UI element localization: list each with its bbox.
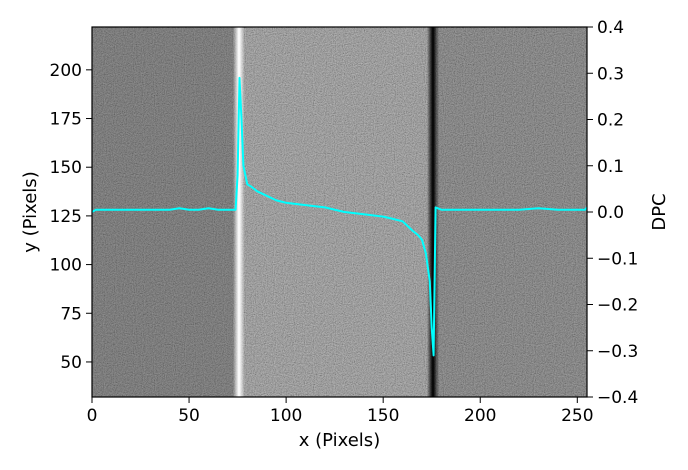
y-right-tick-label: −0.4 bbox=[597, 388, 638, 408]
x-tick-label: 150 bbox=[367, 406, 399, 426]
y-left-tick-label: 75 bbox=[60, 304, 82, 324]
y-left-tick-label: 125 bbox=[50, 207, 82, 227]
y-right-tick-label: 0.0 bbox=[597, 203, 624, 223]
y-right-tick-label: −0.1 bbox=[597, 249, 638, 269]
left-region-shade bbox=[92, 27, 238, 397]
right-region-shade bbox=[437, 27, 587, 397]
y-right-tick-label: 0.3 bbox=[597, 64, 624, 84]
y-right-axis-ticks: −0.4 −0.3 −0.2 −0.1 0.0 0.1 0.2 0.3 0.4 bbox=[587, 18, 638, 408]
y-right-tick-label: 0.2 bbox=[597, 111, 624, 131]
y-right-tick-label: −0.3 bbox=[597, 342, 638, 362]
x-tick-label: 200 bbox=[464, 406, 496, 426]
y-left-tick-label: 150 bbox=[50, 158, 82, 178]
y-left-tick-label: 200 bbox=[50, 61, 82, 81]
x-axis-ticks: 0 50 100 150 200 250 bbox=[87, 397, 594, 426]
y-left-tick-label: 50 bbox=[60, 353, 82, 373]
x-tick-label: 250 bbox=[561, 406, 593, 426]
y-left-tick-label: 100 bbox=[50, 256, 82, 276]
y-left-tick-label: 175 bbox=[50, 110, 82, 130]
y-left-axis-label: y (Pixels) bbox=[20, 171, 41, 252]
series-layer bbox=[92, 76, 587, 357]
x-axis-label: x (Pixels) bbox=[299, 430, 380, 451]
x-tick-label: 50 bbox=[178, 406, 200, 426]
middle-region-shade bbox=[245, 27, 430, 397]
background-image bbox=[92, 27, 587, 397]
y-right-tick-label: 0.4 bbox=[597, 18, 624, 38]
dpc-series-line bbox=[92, 76, 587, 357]
x-tick-label: 100 bbox=[270, 406, 302, 426]
y-left-axis-ticks: 50 75 100 125 150 175 200 bbox=[50, 61, 92, 373]
y-right-tick-label: −0.2 bbox=[597, 296, 638, 316]
y-right-axis-label: DPC bbox=[649, 193, 670, 230]
x-tick-label: 0 bbox=[87, 406, 98, 426]
y-right-tick-label: 0.1 bbox=[597, 157, 624, 177]
